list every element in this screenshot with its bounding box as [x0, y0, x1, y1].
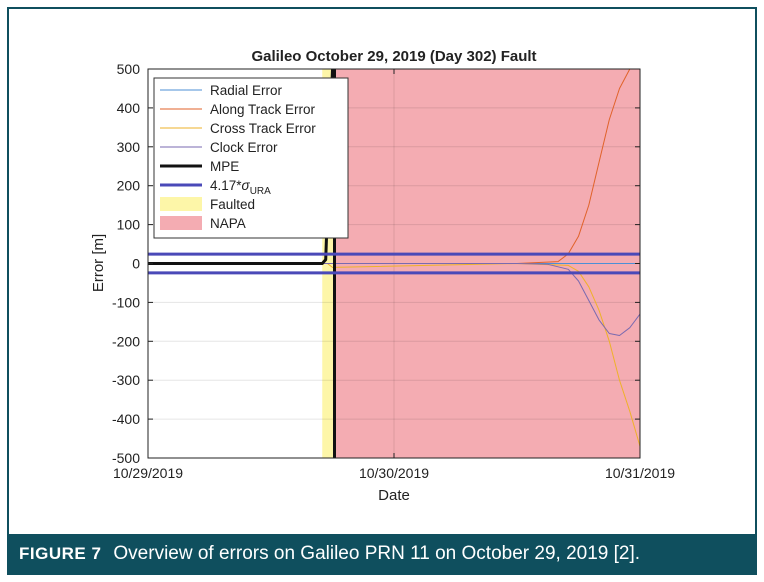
legend-entry: Faulted	[210, 197, 255, 212]
series-lines	[148, 68, 641, 458]
x-tick-label: 10/29/2019	[113, 465, 183, 481]
legend-entry: Along Track Error	[210, 102, 316, 117]
legend-box	[153, 77, 349, 239]
y-axis-label: Error [m]	[90, 234, 107, 292]
legend-entry: 4.17*σURA	[210, 178, 271, 197]
y-tick-label: -200	[112, 333, 140, 349]
series-cross-track-error	[148, 263, 641, 447]
legend-swatch	[160, 197, 202, 211]
legend-entry: NAPA	[210, 216, 246, 231]
figure-caption-text: Overview of errors on Galileo PRN 11 on …	[113, 542, 641, 564]
legend: Radial Error Along Track Error Cross Track…	[153, 77, 349, 239]
legend-entry: Clock Error	[210, 140, 278, 155]
y-tick-label: -400	[112, 411, 140, 427]
y-tick-label: -500	[112, 450, 140, 466]
x-tick-label: 10/30/2019	[359, 465, 429, 481]
legend-entry: Radial Error	[210, 83, 283, 98]
y-tick-label: 500	[117, 61, 141, 77]
figure-caption: FIGURE 7 Overview of errors on Galileo P…	[9, 534, 755, 573]
y-tick-label: -300	[112, 372, 140, 388]
chart: -500 -400 -300 -200 -100 0 100 200 300 400 500 10/2…	[90, 48, 675, 504]
y-tick-label: -100	[112, 294, 140, 310]
figure-label: FIGURE 7	[19, 543, 102, 563]
y-tick-label: 0	[132, 256, 140, 272]
legend-swatch	[160, 216, 202, 230]
legend-entry: MPE	[210, 159, 239, 174]
series-clock-error	[148, 263, 641, 336]
x-axis-label: Date	[378, 487, 410, 504]
y-tick-label: 200	[117, 178, 141, 194]
x-tick-label: 10/31/2019	[605, 465, 675, 481]
chart-title: Galileo October 29, 2019 (Day 302) Fault	[251, 48, 536, 65]
legend-entry: Cross Track Error	[210, 121, 316, 136]
y-tick-label: 100	[117, 217, 141, 233]
axes: -500 -400 -300 -200 -100 0 100 200 300 400 500 10/2…	[112, 61, 675, 481]
y-tick-label: 300	[117, 139, 141, 155]
y-tick-label: 400	[117, 100, 141, 116]
